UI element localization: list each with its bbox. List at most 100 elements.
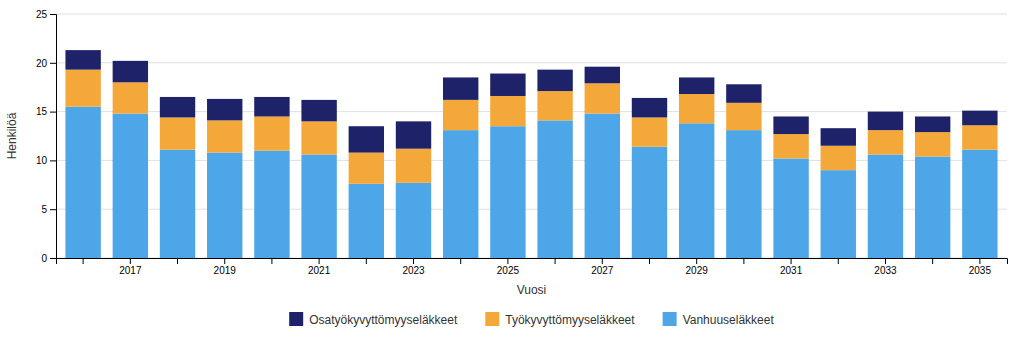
bar [915,116,950,132]
bar [254,116,289,150]
x-tick-mark [602,258,603,264]
y-tick-mark [50,209,56,210]
x-tick-label: 2019 [214,265,237,276]
bar [726,84,761,103]
bar [490,74,525,96]
x-tick-mark [224,258,225,264]
y-tick: 25 [36,9,56,20]
bar-series [65,50,997,152]
x-tick-label: 2031 [780,265,803,276]
grid-line [56,209,1007,210]
bar [868,130,903,154]
y-axis-title: Henkilöä [5,112,19,159]
bar-series [65,107,997,258]
x-tick: 2019 [214,258,237,276]
y-tick-mark [50,14,56,15]
legend-swatch [485,312,499,326]
grid-line [56,62,1007,63]
x-tick: 2029 [686,258,709,276]
bar [773,134,808,158]
y-tick: 15 [36,106,56,117]
bars [65,50,997,258]
legend-swatch [663,312,677,326]
x-tick-mark [885,258,886,264]
legend-item: Osatyökyvyttömyyseläkkeet [289,312,458,327]
x-tick-mark [979,258,980,264]
x-tick-label: 2021 [308,265,331,276]
bar [443,130,478,258]
bar [726,103,761,130]
x-tick: 2035 [969,258,992,276]
y-tick-label: 10 [36,155,48,166]
x-tick-mark [366,258,367,264]
grid-line [56,111,1007,112]
x-tick-mark [791,258,792,264]
bar [113,61,148,82]
x-tick: 2023 [402,258,425,276]
grid-line [56,160,1007,161]
x-tick-mark [319,258,320,264]
x-tick-mark [130,258,131,264]
x-tick [838,258,839,264]
grid-line [56,14,1007,15]
x-tick-mark [932,258,933,264]
bar [207,99,242,120]
x-axis-line [57,259,1008,265]
x-tick-label: 2027 [591,265,614,276]
y-tick-mark [50,258,56,259]
bar [679,77,714,94]
bar [113,114,148,258]
y-tick: 10 [36,155,56,166]
x-axis-title: Vuosi [517,283,547,297]
x-tick-mark [555,258,556,264]
bar [443,77,478,99]
y-tick-label: 20 [36,58,48,69]
x-tick-mark [271,258,272,264]
x-tick: 2025 [497,258,520,276]
legend: Osatyökyvyttömyyseläkkeet Työkyvyttömyyse… [289,312,774,327]
bar [585,83,620,113]
bar [349,184,384,258]
bar [160,97,195,117]
bar [396,183,431,258]
x-tick [177,258,178,264]
bar [632,98,667,118]
x-tick-label: 2017 [119,265,142,276]
x-tick [460,258,461,264]
x-tick-mark [838,258,839,264]
x-tick [649,258,650,264]
plot: 2017201920212023202520272029203120332035… [5,9,1008,297]
x-tick: 2017 [119,258,142,276]
bar [868,112,903,131]
x-tick-mark [696,258,697,264]
bar [160,150,195,258]
bar [396,121,431,148]
bar [490,96,525,126]
x-tick [932,258,933,264]
y-tick: 20 [36,58,56,69]
y-tick: 0 [41,253,56,264]
bar [207,120,242,152]
x-tick [271,258,272,264]
bar [773,158,808,258]
x-tick: 2033 [874,258,897,276]
y-tick-label: 5 [41,204,47,215]
legend-item: Vanhuuseläkkeet [663,312,775,327]
x-tick-label: 2033 [874,265,897,276]
legend-label: Työkyvyttömyyseläkkeet [505,313,635,327]
x-tick-mark [649,258,650,264]
x-tick-mark [460,258,461,264]
grid [56,14,1007,258]
x-tick-mark [413,258,414,264]
y-axis-line [50,15,57,259]
bar [915,132,950,156]
bar [349,153,384,184]
x-tick [366,258,367,264]
y-tick-label: 15 [36,106,48,117]
bar [632,147,667,258]
bar [65,70,100,107]
bar [632,117,667,146]
x-tick-label: 2023 [402,265,425,276]
bar [726,130,761,258]
bar [537,70,572,91]
